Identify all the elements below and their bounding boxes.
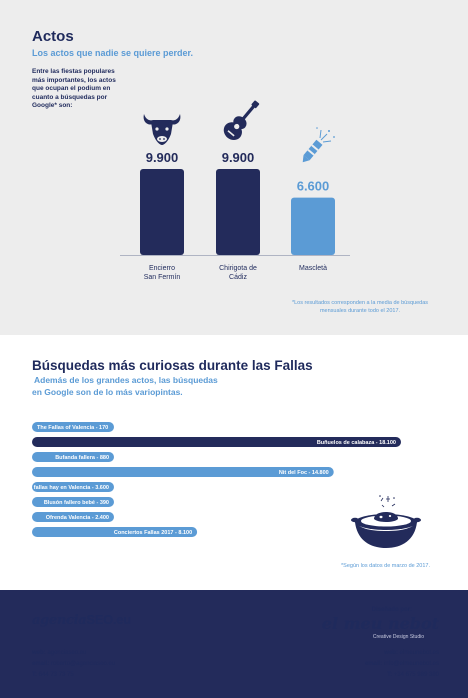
subtitle-line-1: Además de los grandes actos, las búsqued… (34, 375, 218, 385)
firework-rocket-icon (302, 127, 335, 163)
email-label: email: (364, 661, 383, 667)
email-link-right[interactable]: info@elmeunebot.es (383, 661, 439, 667)
phone-left: 644 73 73 75 (38, 672, 74, 678)
category-label: Mascletà (299, 265, 327, 272)
bar-value-label: 9.900 (146, 150, 179, 165)
logo-text-a: agencia (32, 613, 87, 628)
section-subtitle-busquedas: Además de los grandes actos, las búsqued… (32, 375, 262, 398)
guitar-icon (223, 100, 260, 141)
bar-value-label: 9.900 (222, 150, 255, 165)
hbar-1 (32, 422, 114, 432)
web-label: web: (384, 650, 398, 656)
hbar-label: Ofrenda Valencia - 2.400 (46, 515, 109, 521)
category-label: Chirigota de (219, 265, 257, 272)
section-subtitle-actos: Los actos que nadie se quiere perder. (32, 48, 194, 58)
hbar-label: The Fallas of Valencia - 170 (37, 425, 108, 431)
subtitle-line-2: en Google son de lo más variopintas. (32, 386, 183, 397)
email-link-left[interactable]: roberto@agenciaseo.eu (51, 661, 116, 667)
studio-tagline: Creative Design Studio (372, 634, 424, 640)
chart-note: *Los resultados corresponden a la media … (291, 300, 429, 314)
bar-3 (291, 197, 335, 255)
bar-1 (140, 169, 184, 255)
agenciaseo-logo[interactable]: agenciaSEO.eu (32, 612, 131, 628)
phone-right: +34 675 989 380 (393, 672, 439, 678)
section-title-actos: Actos (32, 28, 74, 45)
hbar-label: Buñuelos de calabaza - 18.100 (317, 440, 396, 446)
hbar-4 (32, 467, 334, 477)
web-label: web: (32, 650, 46, 656)
hbar-8 (32, 527, 198, 537)
web-link-left[interactable]: agenciaseo.eu (47, 650, 87, 656)
bar-value-label: 6.600 (297, 179, 330, 194)
contact-right: web: elmeunebot.es email: info@elmeunebo… (365, 648, 439, 681)
hbar-label: Bufanda fallera - 880 (55, 455, 109, 461)
hbar-2 (32, 437, 401, 447)
chart-note-2: *Según los datos de marzo de 2017. (341, 563, 430, 569)
section-title-busquedas: Búsquedas más curiosas durante las Falla… (32, 358, 313, 373)
hbar-5 (32, 482, 114, 492)
paella-pan-icon (351, 495, 421, 548)
top-section: Actos Los actos que nadie se quiere perd… (0, 0, 468, 335)
footer (0, 590, 468, 698)
category-label: Cádiz (229, 274, 247, 281)
vertical-bar-chart: 9.900 Encierro San Fermín 9.900 Chirigota de… (120, 100, 350, 281)
logo-text-b: SEO (86, 612, 113, 627)
phone-label: T: (387, 672, 393, 678)
bull-icon (143, 114, 181, 145)
hbar-3 (32, 452, 114, 462)
hbar-label: Cuántas fallas hay en Valencia - 3.600 (11, 485, 109, 491)
web-link-right[interactable]: elmeunebot.es (399, 650, 439, 656)
elmeunebot-logo[interactable]: el meu nebot (321, 614, 439, 633)
hbar-label: Blusón fallero bebé - 390 (44, 500, 109, 506)
contact-left: web: agenciaseo.eu email: roberto@agenci… (32, 648, 115, 681)
email-label: email: (32, 661, 50, 667)
category-label: San Fermín (144, 274, 181, 281)
intro-text: Entre las fiestas populares más importan… (32, 68, 116, 109)
category-label: Encierro (149, 265, 175, 272)
logo-text-c: .eu (112, 612, 131, 627)
hbar-label: Conciertos Fallas 2017 - 8.100 (114, 530, 192, 536)
designed-by: Diseñado por: (371, 607, 412, 613)
hbar-7 (32, 512, 114, 522)
phone-label: T: (32, 672, 37, 678)
hbar-label: Nit del Foc - 14.800 (279, 470, 329, 476)
bar-2 (216, 169, 260, 255)
hbar-6 (32, 497, 114, 507)
